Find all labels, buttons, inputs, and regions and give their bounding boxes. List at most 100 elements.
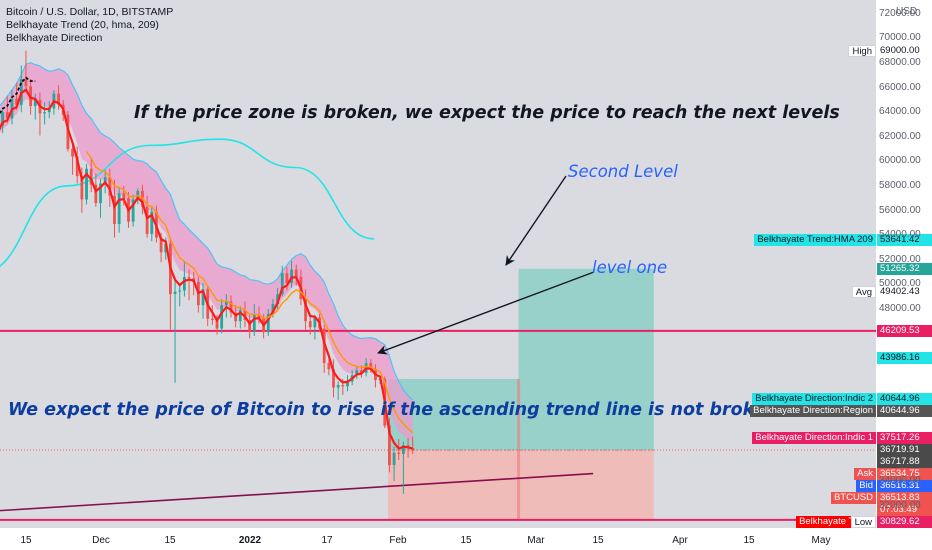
candle-body-49 — [220, 305, 224, 329]
price-tick: 54000.00 — [879, 229, 921, 241]
candle-body-74 — [336, 385, 340, 388]
candle-body-42 — [187, 276, 191, 279]
price-tag-value[interactable]: 36717.88 — [877, 455, 932, 468]
candle-body-72 — [327, 362, 331, 370]
candle-body-45 — [201, 289, 205, 306]
candle-body-2 — [1, 112, 5, 126]
price-tag-name[interactable]: Belkhayate Direction:Region — [750, 405, 876, 418]
price-tag-value[interactable]: 69000.00 — [877, 44, 932, 57]
candle-body-52 — [234, 312, 238, 322]
candle-body-23 — [99, 183, 102, 204]
plot-area[interactable] — [0, 0, 876, 528]
price-tag-name[interactable]: BTCUSD — [830, 491, 876, 504]
candle-body-14 — [57, 93, 60, 105]
price-tag-value[interactable]: 30829.62 — [877, 516, 932, 528]
price-tag-name[interactable]: Belkhayate Direction:Indic 2 — [752, 393, 876, 406]
black-trend-line — [0, 76, 36, 115]
price-tick: 50000.00 — [879, 278, 921, 290]
candle-body-24 — [103, 177, 107, 184]
candle-body-41 — [182, 276, 186, 291]
candle-body-26 — [113, 195, 116, 225]
candle-body-12 — [47, 108, 51, 113]
candle-body-79 — [360, 370, 363, 373]
price-tick: 72000.00 — [879, 7, 921, 19]
candle-body-27 — [117, 193, 121, 225]
price-tag-value[interactable]: 40644.96 — [877, 393, 932, 406]
price-tick: 68000.00 — [879, 57, 921, 68]
headline-annotation[interactable]: If the price zone is broken, we expect t… — [134, 103, 840, 123]
time-tick: 17 — [321, 535, 333, 546]
price-tag-name[interactable]: Belkhayate Direction:Indic 1 — [752, 431, 876, 444]
price-tag-name[interactable]: Belkhayate Trend:HMA 209 — [754, 233, 876, 246]
price-tag-name[interactable]: High — [848, 44, 876, 57]
candle-body-90 — [411, 447, 415, 451]
candle-body-61 — [276, 294, 279, 304]
bottom-annotation[interactable]: We expect the price of Bitcoin to rise i… — [8, 400, 779, 420]
price-tag-value[interactable]: 46209.53 — [877, 324, 932, 337]
time-tick: 15 — [592, 535, 604, 546]
candle-body-7 — [24, 78, 28, 87]
price-tag-name[interactable]: Ask — [854, 467, 876, 480]
price-tag-value[interactable]: 36513.83 — [877, 491, 932, 504]
price-tag-value[interactable]: 36516.31 — [877, 479, 932, 492]
time-tick: 15 — [460, 535, 472, 546]
candle-body-17 — [71, 149, 74, 157]
price-tag-value[interactable]: 07:03:49 — [877, 503, 932, 516]
candle-body-85 — [388, 425, 391, 465]
candle-body-53 — [238, 310, 242, 322]
candle-body-47 — [210, 318, 214, 320]
price-tag-value[interactable]: 36719.91 — [877, 443, 932, 456]
band-upper-line — [0, 62, 414, 401]
price-tag-value[interactable]: 36534.75 — [877, 467, 932, 480]
arrow-level-one — [377, 271, 595, 355]
chart-canvas[interactable] — [0, 0, 876, 528]
candle-body-78 — [355, 370, 359, 376]
time-tick: 2022 — [238, 535, 262, 546]
price-tag-value[interactable]: 40644.96 — [877, 405, 932, 418]
second-level-annotation[interactable]: Second Level — [568, 162, 678, 181]
candle-body-3 — [5, 112, 9, 119]
price-tag-name[interactable]: Avg — [851, 285, 876, 298]
candle-body-67 — [304, 299, 307, 322]
price-tag-name[interactable]: Bid — [856, 479, 876, 492]
candle-body-87 — [397, 452, 401, 454]
time-tick: 15 — [20, 535, 32, 546]
candle-body-20 — [85, 168, 88, 200]
candle-body-28 — [122, 193, 126, 199]
price-tag-value[interactable]: 43986.16 — [877, 352, 932, 365]
price-tag-name[interactable]: Low — [850, 516, 876, 528]
candle-body-65 — [294, 269, 298, 277]
price-tick: 34000.00 — [879, 474, 921, 486]
candle-body-11 — [43, 112, 46, 114]
candle-body-36 — [159, 237, 163, 253]
candle-body-5 — [15, 98, 19, 105]
price-tick: 62000.00 — [879, 130, 921, 142]
time-axis[interactable] — [0, 528, 876, 550]
price-tag-value[interactable]: 49402.43 — [877, 285, 932, 298]
legend-indicator-trend[interactable]: Belkhayate Trend (20, hma, 209) — [6, 19, 159, 31]
hma-arc — [0, 138, 375, 267]
time-tick: Apr — [672, 535, 688, 546]
price-tick: 64000.00 — [879, 106, 921, 118]
candle-body-19 — [80, 176, 84, 200]
time-tick: May — [811, 535, 831, 546]
time-tick: Mar — [527, 535, 545, 546]
candle-body-88 — [402, 445, 405, 454]
orange-trend-line — [85, 151, 414, 434]
price-tag-value[interactable]: 51265.32 — [877, 262, 932, 275]
legend-indicator-direction[interactable]: Belkhayate Direction — [6, 32, 103, 44]
candle-body-18 — [75, 156, 79, 177]
candle-body-34 — [150, 211, 154, 234]
price-tag-value[interactable]: 37517.26 — [877, 431, 932, 444]
price-tick: 32000.00 — [879, 499, 921, 511]
time-tick: 15 — [743, 535, 755, 546]
level-one-annotation[interactable]: level one — [592, 258, 668, 277]
price-tag-value[interactable]: 53641.42 — [877, 233, 932, 246]
legend-symbol[interactable]: Bitcoin / U.S. Dollar, 1D, BITSTAMP — [6, 6, 174, 18]
candle-body-21 — [89, 168, 93, 185]
belkhayate-trend-line — [0, 88, 414, 450]
price-tick: 52000.00 — [879, 253, 921, 265]
candle-body-69 — [313, 317, 317, 328]
candle-body-37 — [164, 243, 168, 253]
